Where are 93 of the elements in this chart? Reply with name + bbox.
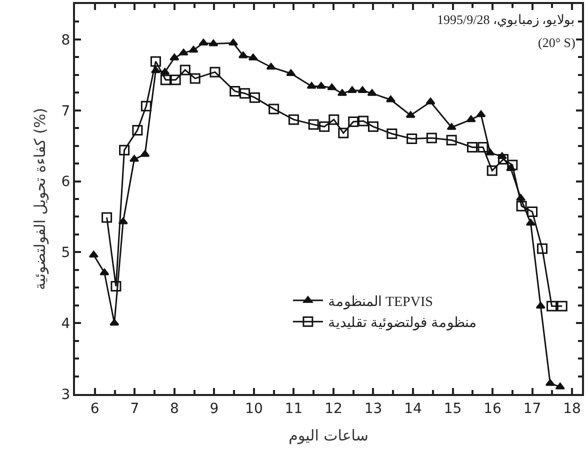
- x-tick-label: 9: [210, 400, 219, 417]
- x-tick-label: 14: [404, 400, 422, 417]
- point: [102, 212, 112, 223]
- point: [386, 128, 398, 140]
- x-tick-label: 8: [170, 400, 179, 417]
- point: [527, 206, 538, 218]
- y-axis-title: كفاءة تحويل الفولتضوئية (%): [31, 108, 50, 290]
- y-tick-label: 4: [61, 316, 70, 332]
- point: [358, 86, 368, 94]
- point: [536, 243, 548, 254]
- point: [406, 111, 416, 118]
- point: [316, 82, 326, 89]
- y-tick-label: 6: [61, 174, 70, 190]
- point: [268, 104, 280, 114]
- point: [150, 56, 161, 67]
- y-tick-label: 3: [61, 386, 70, 403]
- point: [210, 66, 220, 78]
- point: [170, 54, 180, 60]
- point: [348, 116, 359, 127]
- point: [526, 218, 536, 226]
- point: [556, 300, 568, 312]
- y-tick-label: 7: [61, 103, 70, 120]
- point: [368, 121, 378, 132]
- point: [319, 121, 330, 132]
- annotation: (20° S): [538, 35, 576, 50]
- x-tick-label: 15: [444, 400, 462, 417]
- legend-label: منظومة فولتضوئية تقليدية: [328, 316, 477, 332]
- point: [386, 95, 396, 102]
- point: [180, 64, 190, 76]
- point: [208, 39, 218, 46]
- point: [286, 69, 296, 76]
- point: [140, 150, 150, 157]
- point: [160, 74, 171, 86]
- x-tick-label: 10: [245, 400, 263, 417]
- point: [545, 379, 555, 386]
- point: [178, 48, 188, 56]
- point: [406, 133, 418, 144]
- point: [119, 144, 130, 156]
- x-tick-label: 13: [364, 400, 382, 417]
- point: [110, 318, 120, 326]
- point: [140, 100, 152, 112]
- point: [486, 165, 498, 176]
- point: [188, 46, 198, 53]
- x-tick-label: 17: [523, 400, 542, 417]
- point: [306, 82, 316, 89]
- y-tick-label: 5: [61, 245, 70, 262]
- point: [478, 142, 488, 152]
- x-tick-label: 11: [284, 400, 303, 417]
- point: [240, 88, 250, 99]
- point: [466, 115, 476, 122]
- point: [170, 74, 181, 86]
- point: [485, 148, 495, 156]
- legend-label: المنظومة TEPVIS: [328, 294, 433, 310]
- point: [100, 268, 110, 276]
- point: [446, 123, 456, 130]
- point: [249, 92, 260, 103]
- x-axis-title: ساعات اليوم: [288, 426, 368, 444]
- x-tick-label: 7: [130, 400, 140, 417]
- point: [476, 110, 486, 118]
- point: [230, 86, 240, 96]
- point: [238, 52, 248, 58]
- point: [446, 134, 457, 146]
- point: [467, 142, 478, 152]
- point: [132, 124, 143, 136]
- point: [308, 119, 319, 130]
- point: [347, 86, 357, 94]
- point: [426, 98, 436, 104]
- point: [498, 154, 509, 165]
- point: [358, 116, 369, 126]
- point: [516, 200, 527, 212]
- point: [160, 68, 170, 75]
- x-tick-label: 12: [324, 400, 342, 417]
- point: [288, 114, 299, 125]
- point: [546, 300, 558, 312]
- point: [190, 73, 200, 84]
- x-tick-label: 6: [90, 400, 100, 417]
- point: [367, 89, 377, 96]
- point: [198, 38, 208, 46]
- x-tick-label: 16: [484, 400, 502, 417]
- point: [248, 54, 258, 60]
- point: [426, 132, 437, 144]
- point: [327, 83, 337, 90]
- point: [328, 114, 340, 125]
- y-tick-label: 8: [61, 32, 70, 48]
- point: [338, 128, 349, 138]
- point: [536, 302, 546, 309]
- point: [555, 382, 565, 390]
- point: [507, 160, 518, 170]
- point: [110, 280, 122, 292]
- point: [88, 250, 98, 258]
- point: [266, 62, 276, 70]
- x-tick-label: 18: [563, 400, 581, 417]
- annotation: بولايو، زمبابوي، 1995/9/28: [437, 12, 576, 28]
